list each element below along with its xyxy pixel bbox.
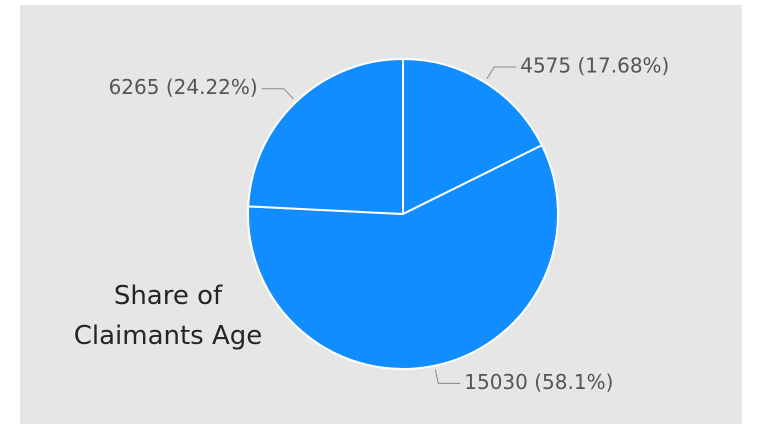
leader-line	[261, 88, 294, 100]
pie-slice	[402, 57, 544, 216]
data-label: 15030 (58.1%)	[464, 370, 613, 394]
leader-line	[486, 66, 517, 80]
data-label: 6265 (24.22%)	[109, 75, 258, 99]
chart-title: Share of Claimants Age	[73, 281, 263, 351]
pie-slice	[247, 143, 559, 370]
leader-line	[434, 369, 461, 384]
data-label: 4575 (17.68%)	[520, 54, 669, 78]
pie-slice	[247, 57, 404, 216]
